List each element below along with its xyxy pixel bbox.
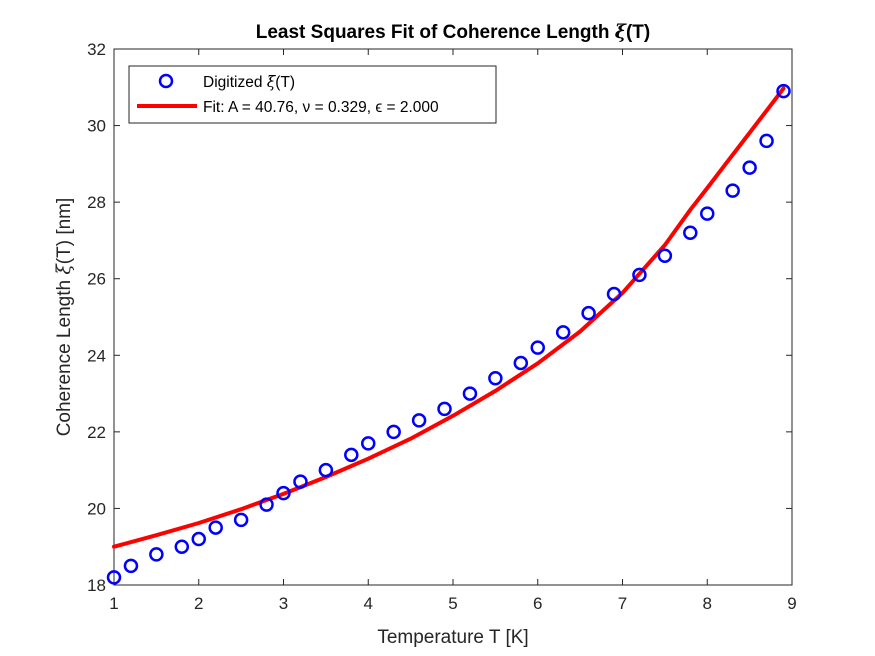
x-tick-label: 5	[448, 594, 457, 613]
x-tick-label: 6	[533, 594, 542, 613]
y-tick-label: 22	[87, 423, 106, 442]
data-point	[318, 462, 334, 478]
data-point	[700, 206, 715, 221]
data-point	[344, 447, 359, 463]
y-tick-label: 26	[87, 270, 106, 289]
plot-area	[113, 48, 793, 586]
y-tick-label: 20	[87, 499, 106, 518]
x-axis-label: Temperature T [K]	[377, 627, 528, 648]
x-tick-label: 2	[194, 594, 203, 613]
y-tick-label: 18	[87, 576, 106, 595]
legend-box	[128, 65, 497, 124]
x-tick-label: 1	[109, 594, 118, 613]
data-point	[488, 371, 503, 386]
data-point	[411, 413, 427, 428]
data-point	[293, 474, 308, 489]
legend-marker-digitized	[158, 73, 174, 89]
data-point	[437, 401, 452, 417]
data-point	[759, 133, 774, 149]
legend-label-digitized: Digitized ξ(T)	[203, 73, 295, 91]
data-point	[191, 531, 206, 547]
data-point	[683, 225, 698, 241]
legend-label-fit: Fit: A = 40.76, ν = 0.329, ϵ = 2.000	[203, 99, 439, 116]
data-marker-layer	[106, 83, 791, 585]
data-point	[606, 286, 622, 302]
legend: Digitized ξ(T) Fit: A = 40.76, ν = 0.329…	[128, 65, 497, 124]
data-point	[581, 305, 596, 321]
axis-tick-labels: 1 2 3 4 5 6 7 8 9 18 20 22 24 26 28 30 32	[87, 40, 797, 613]
x-tick-label: 7	[618, 594, 627, 613]
data-point	[106, 570, 122, 585]
data-point	[513, 355, 529, 371]
y-axis-label: Coherence Length ξ(T) [nm]	[53, 198, 75, 437]
data-point	[149, 547, 164, 562]
data-point	[361, 436, 376, 451]
data-point	[386, 424, 401, 440]
x-tick-label: 3	[279, 594, 288, 613]
data-point	[657, 248, 673, 263]
x-tick-label: 8	[703, 594, 712, 613]
data-point	[555, 325, 571, 340]
data-point	[632, 267, 647, 283]
data-point	[276, 485, 291, 501]
chart-title: Least Squares Fit of Coherence Length ξ(…	[256, 21, 650, 43]
fit-line-layer	[112, 86, 786, 549]
data-point	[233, 512, 249, 528]
y-tick-label: 24	[87, 346, 106, 365]
data-point	[776, 83, 791, 99]
data-point	[208, 520, 223, 535]
data-point	[742, 160, 757, 175]
data-point	[174, 539, 190, 554]
data-point	[462, 386, 478, 401]
fit-line	[112, 86, 786, 549]
data-point	[725, 183, 740, 198]
data-point	[259, 497, 274, 512]
axis-ticks	[113, 48, 793, 586]
y-tick-label: 32	[87, 40, 106, 59]
y-tick-label: 28	[87, 193, 106, 212]
data-point	[123, 558, 139, 574]
y-tick-label: 30	[87, 117, 106, 136]
x-tick-label: 4	[364, 594, 373, 613]
data-point	[530, 340, 545, 355]
x-tick-label: 9	[787, 594, 796, 613]
